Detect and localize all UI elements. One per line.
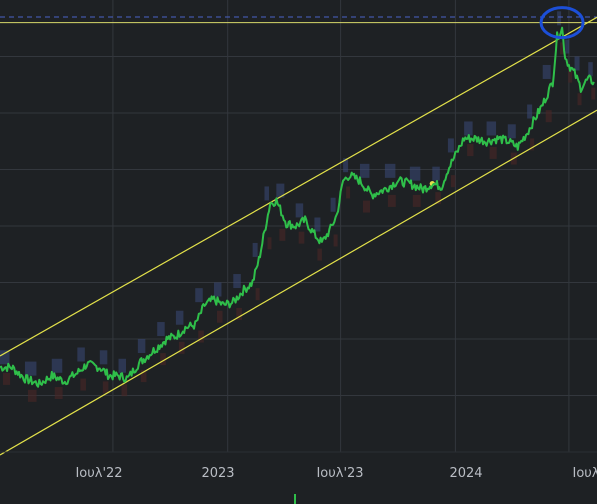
volume-profile-block-up <box>264 186 269 201</box>
volume-profile-block-up <box>359 163 370 178</box>
volume-profile-block-up <box>588 62 593 77</box>
volume-profile-block-down <box>160 353 166 366</box>
volume-profile-block-up <box>137 339 146 353</box>
volume-profile-block-down <box>560 42 565 55</box>
reference-lines <box>0 16 597 24</box>
volume-profile-block-down <box>54 387 63 400</box>
price-line <box>0 26 595 388</box>
volume-profile-block-up <box>157 322 165 337</box>
volume-profile-block-up <box>343 158 349 173</box>
volume-profile-block-down <box>178 341 185 354</box>
volume-profile-block-up <box>507 124 516 139</box>
volume-profile-block-up <box>195 288 203 303</box>
volume-profile-block-down <box>530 138 535 151</box>
scroll-handle[interactable] <box>294 494 296 504</box>
volume-profile-block-up <box>233 274 241 289</box>
volume-profile-block-down <box>236 307 242 320</box>
x-tick-label: Ιουλ'22 <box>75 466 122 481</box>
volume-profile-block-up <box>447 138 454 153</box>
volume-profile-block-down <box>346 186 351 199</box>
annotation-circle <box>539 6 585 40</box>
volume-profile-block-up <box>542 64 551 79</box>
volume-profile-block-down <box>317 248 322 261</box>
volume-profile-block-down <box>591 87 596 100</box>
volume-profile-block-up <box>99 350 108 365</box>
volume-profile-block-up <box>409 166 421 181</box>
volume-profile-block-down <box>435 192 441 205</box>
x-tick-label: Ιουλ'23 <box>316 466 363 481</box>
volume-profile-block-down <box>102 381 109 394</box>
volume-profile-block-down <box>140 370 147 383</box>
volume-profile-block-down <box>267 237 272 250</box>
volume-profile-block-down <box>255 288 260 301</box>
x-tick-label: Ιουλ <box>572 466 597 481</box>
volume-profile-block-down <box>216 310 223 323</box>
volume-profile-block-up <box>77 347 85 362</box>
volume-profile-block-up <box>295 203 304 218</box>
time-axis[interactable]: Ιουλ'22 2023 Ιουλ'23 2024 Ιουλ <box>75 466 597 481</box>
volume-profile-block-up <box>0 350 10 365</box>
channel-lower-line <box>0 109 597 456</box>
volume-profile-block-down <box>362 200 371 213</box>
volume-profile-block-down <box>27 389 37 402</box>
volume-profile-block-down <box>450 175 456 188</box>
volume-profile-block-up <box>252 242 258 257</box>
volume-profile-block-down <box>333 234 338 247</box>
annotations <box>539 6 585 40</box>
volume-profile-block-up <box>24 361 37 376</box>
volume-profile-block-up <box>464 121 473 136</box>
x-tick-label: 2024 <box>449 466 482 481</box>
volume-profile-block-up <box>486 121 497 136</box>
volume-profile-block-up <box>565 39 570 54</box>
volume-profile-block-down <box>121 384 128 397</box>
volume-profile-block-up <box>51 358 63 373</box>
volume-profile-block-up <box>527 104 533 119</box>
volume-profile-block-down <box>198 330 204 343</box>
volume-profile-block-down <box>279 228 286 241</box>
volume-profile-block-up <box>175 310 184 325</box>
volume-profile <box>0 11 596 402</box>
channel-upper-line <box>0 16 597 357</box>
volume-profile-block-down <box>467 144 474 157</box>
volume-profile-block-down <box>568 70 573 83</box>
volume-profile-block-up <box>574 56 580 71</box>
volume-profile-block-up <box>118 358 127 373</box>
volume-profile-block-down <box>412 194 421 207</box>
volume-profile-block-up <box>384 163 396 178</box>
x-tick-label: 2023 <box>201 466 234 481</box>
volume-profile-block-down <box>489 146 497 159</box>
volume-profile-block-up <box>314 217 321 232</box>
volume-profile-block-down <box>80 378 86 391</box>
volume-profile-block-down <box>577 93 582 106</box>
volume-profile-block-up <box>557 11 562 26</box>
trend-channel <box>0 16 597 456</box>
volume-profile-block-up <box>276 183 285 198</box>
price-series <box>0 26 595 388</box>
volume-profile-block-down <box>545 110 552 123</box>
volume-profile-block-up <box>213 282 222 297</box>
volume-profile-block-up <box>432 166 440 181</box>
volume-profile-block-down <box>387 194 396 207</box>
volume-profile-block-down <box>3 372 11 385</box>
volume-profile-block-up <box>330 197 336 212</box>
volume-profile-block-down <box>298 231 305 244</box>
